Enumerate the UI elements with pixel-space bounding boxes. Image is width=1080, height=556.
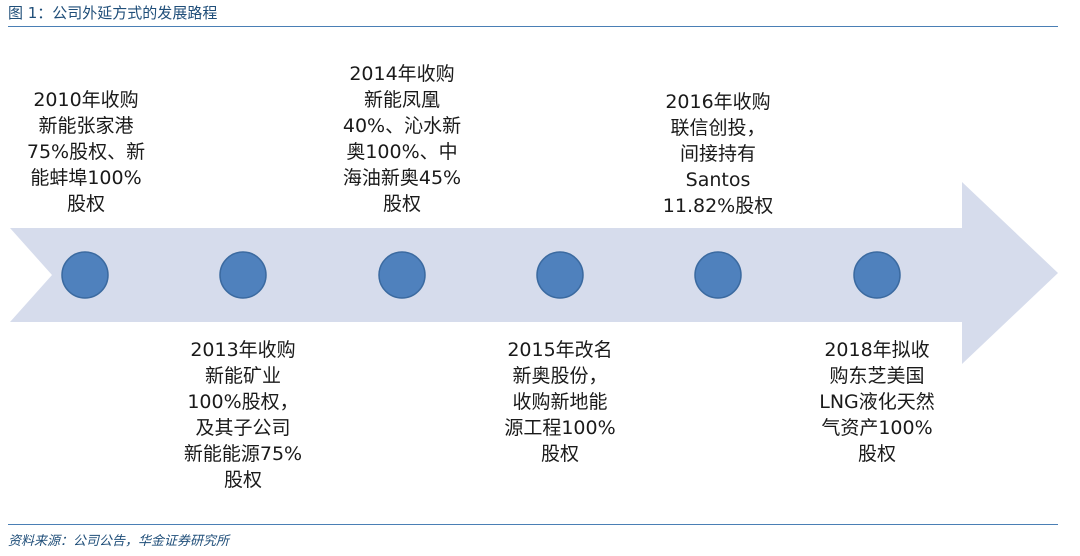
figure-title: 图 1：公司外延方式的发展路程 bbox=[8, 4, 218, 22]
event-2013-label: 2013年收购 新能矿业 100%股权， 及其子公司 新能能源75% 股权 bbox=[183, 339, 303, 491]
timeline-arrow bbox=[10, 182, 1058, 364]
timeline-node-2014 bbox=[378, 251, 426, 299]
event-2016-label: 2016年收购 联信创投， 间接持有 Santos 11.82%股权 bbox=[662, 91, 774, 217]
event-2018-label: 2018年拟收 购东芝美国 LNG液化天然 气资产100% 股权 bbox=[819, 339, 935, 465]
event-2015-label: 2015年改名 新奥股份， 收购新地能 源工程100% 股权 bbox=[504, 339, 616, 465]
event-2010-label: 2010年收购 新能张家港 75%股权、新 能蚌埠100% 股权 bbox=[26, 89, 146, 215]
top-rule bbox=[8, 26, 1058, 27]
source-note: 资料来源：公司公告，华金证券研究所 bbox=[8, 534, 230, 549]
timeline-node-2010 bbox=[61, 251, 109, 299]
timeline-node-2015 bbox=[536, 251, 584, 299]
timeline-node-2016 bbox=[694, 251, 742, 299]
timeline-node-2018 bbox=[853, 251, 901, 299]
timeline-node-2013 bbox=[219, 251, 267, 299]
event-2014-label: 2014年收购 新能凤凰 40%、沁水新 奥100%、中 海油新奥45% 股权 bbox=[342, 63, 462, 215]
bottom-rule bbox=[8, 524, 1058, 525]
